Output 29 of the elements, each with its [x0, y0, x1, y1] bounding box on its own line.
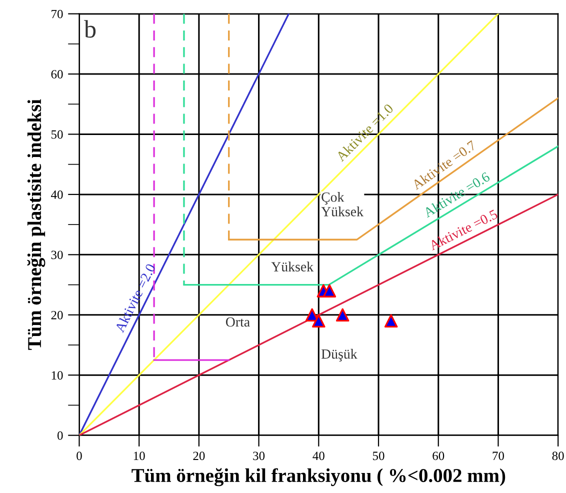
- y-tick-label: 60: [51, 70, 63, 78]
- y-tick-label: 10: [52, 371, 63, 380]
- point: [384, 314, 398, 328]
- point: [305, 308, 319, 322]
- annotation: b: [84, 20, 96, 38]
- x-tick-label: 70: [492, 452, 504, 460]
- point: [312, 314, 326, 328]
- x-axis-title: Tüm örneğin kil franksiyonu ( %<0.002 mm): [132, 468, 506, 486]
- y-tick-label: 0: [57, 431, 63, 440]
- y-tick-label: 70: [52, 10, 63, 18]
- y-tick-label: 40: [51, 190, 63, 199]
- x-tick-label: 30: [253, 452, 265, 460]
- y-tick-label: 20: [51, 310, 63, 320]
- annotation: Yüksek: [271, 262, 314, 272]
- y-tick-label: 50: [51, 130, 63, 139]
- x-tick-label: 40: [312, 452, 324, 460]
- x-tick-label: 60: [432, 452, 444, 460]
- x-tick-label: 20: [193, 452, 205, 460]
- y-tick-label: 30: [51, 250, 63, 260]
- annotation: Orta: [226, 317, 250, 327]
- annotation: Düşük: [321, 348, 358, 362]
- x-tick-label: 80: [552, 452, 564, 460]
- annotation: Çok Yüksek: [321, 192, 364, 216]
- x-tick-label: 50: [372, 452, 384, 460]
- y-axis-title: Tüm örneğin plastisite indeksi: [27, 99, 46, 350]
- point: [336, 308, 350, 322]
- x-tick-label: 10: [134, 452, 145, 460]
- x-tick-label: 0: [76, 452, 82, 460]
- point: [322, 284, 336, 298]
